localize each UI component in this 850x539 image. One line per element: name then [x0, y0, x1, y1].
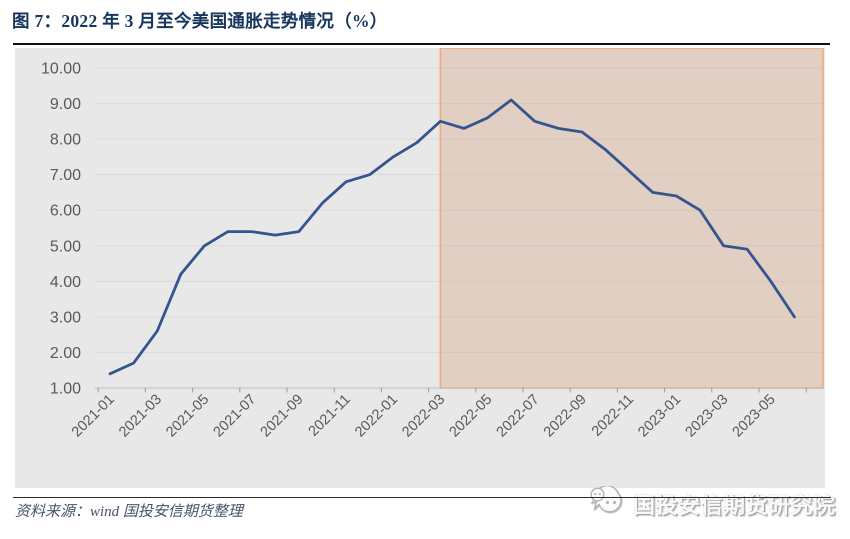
y-tick-label: 8.00	[50, 132, 81, 149]
x-tick-label: 2023-01	[635, 392, 684, 441]
chat-bubbles-icon	[590, 485, 622, 513]
brand-name: 国投安信期货研究院	[633, 493, 836, 518]
y-tick-label: 6.00	[50, 203, 81, 220]
figure-title: 图 7：2022 年 3 月至今美国通胀走势情况（%）	[12, 11, 388, 31]
x-tick-label: 2021-01	[69, 392, 118, 441]
y-tick-label: 9.00	[50, 96, 81, 113]
inflation-line-chart: 1.00 2.00 3.00 4.00 5.00 6.00 7.00 8.00 9.00 10.0…	[15, 48, 825, 488]
y-tick-label: 1.00	[50, 381, 81, 398]
title-divider	[13, 43, 830, 46]
x-tick-label: 2022-03	[399, 392, 448, 441]
x-tick-label: 2022-05	[446, 392, 495, 441]
x-tick-label: 2022-01	[352, 392, 401, 441]
y-tick-label: 3.00	[50, 309, 81, 326]
cpi-series-line	[108, 98, 796, 376]
x-tick-label: 2022-07	[494, 392, 543, 441]
y-tick-label: 5.00	[50, 238, 81, 255]
brand-watermark: 国投安信期货研究院	[588, 485, 836, 523]
y-tick-label: 10.00	[41, 61, 81, 78]
footer-divider	[13, 497, 831, 499]
y-tick-label: 4.00	[50, 274, 81, 291]
y-tick-label: 2.00	[50, 345, 81, 362]
chart-canvas: 1.00 2.00 3.00 4.00 5.00 6.00 7.00 8.00 9.00 10.0…	[41, 48, 824, 441]
x-tick-label: 2021-11	[306, 392, 354, 440]
highlight-region	[439, 48, 824, 389]
source-note: 资料来源：wind 国投安信期货整理	[15, 504, 243, 520]
x-tick-label: 2021-09	[258, 392, 307, 441]
x-tick-label: 2022-11	[589, 392, 637, 440]
x-tick-label: 2021-07	[210, 392, 259, 441]
x-tick-label: 2022-09	[541, 392, 590, 441]
x-tick-label: 2021-03	[116, 392, 165, 441]
x-tick-label: 2023-03	[682, 392, 731, 441]
x-tick-label: 2021-05	[163, 392, 212, 441]
y-tick-label: 7.00	[50, 167, 81, 184]
x-tick-label: 2023-05	[730, 392, 779, 441]
